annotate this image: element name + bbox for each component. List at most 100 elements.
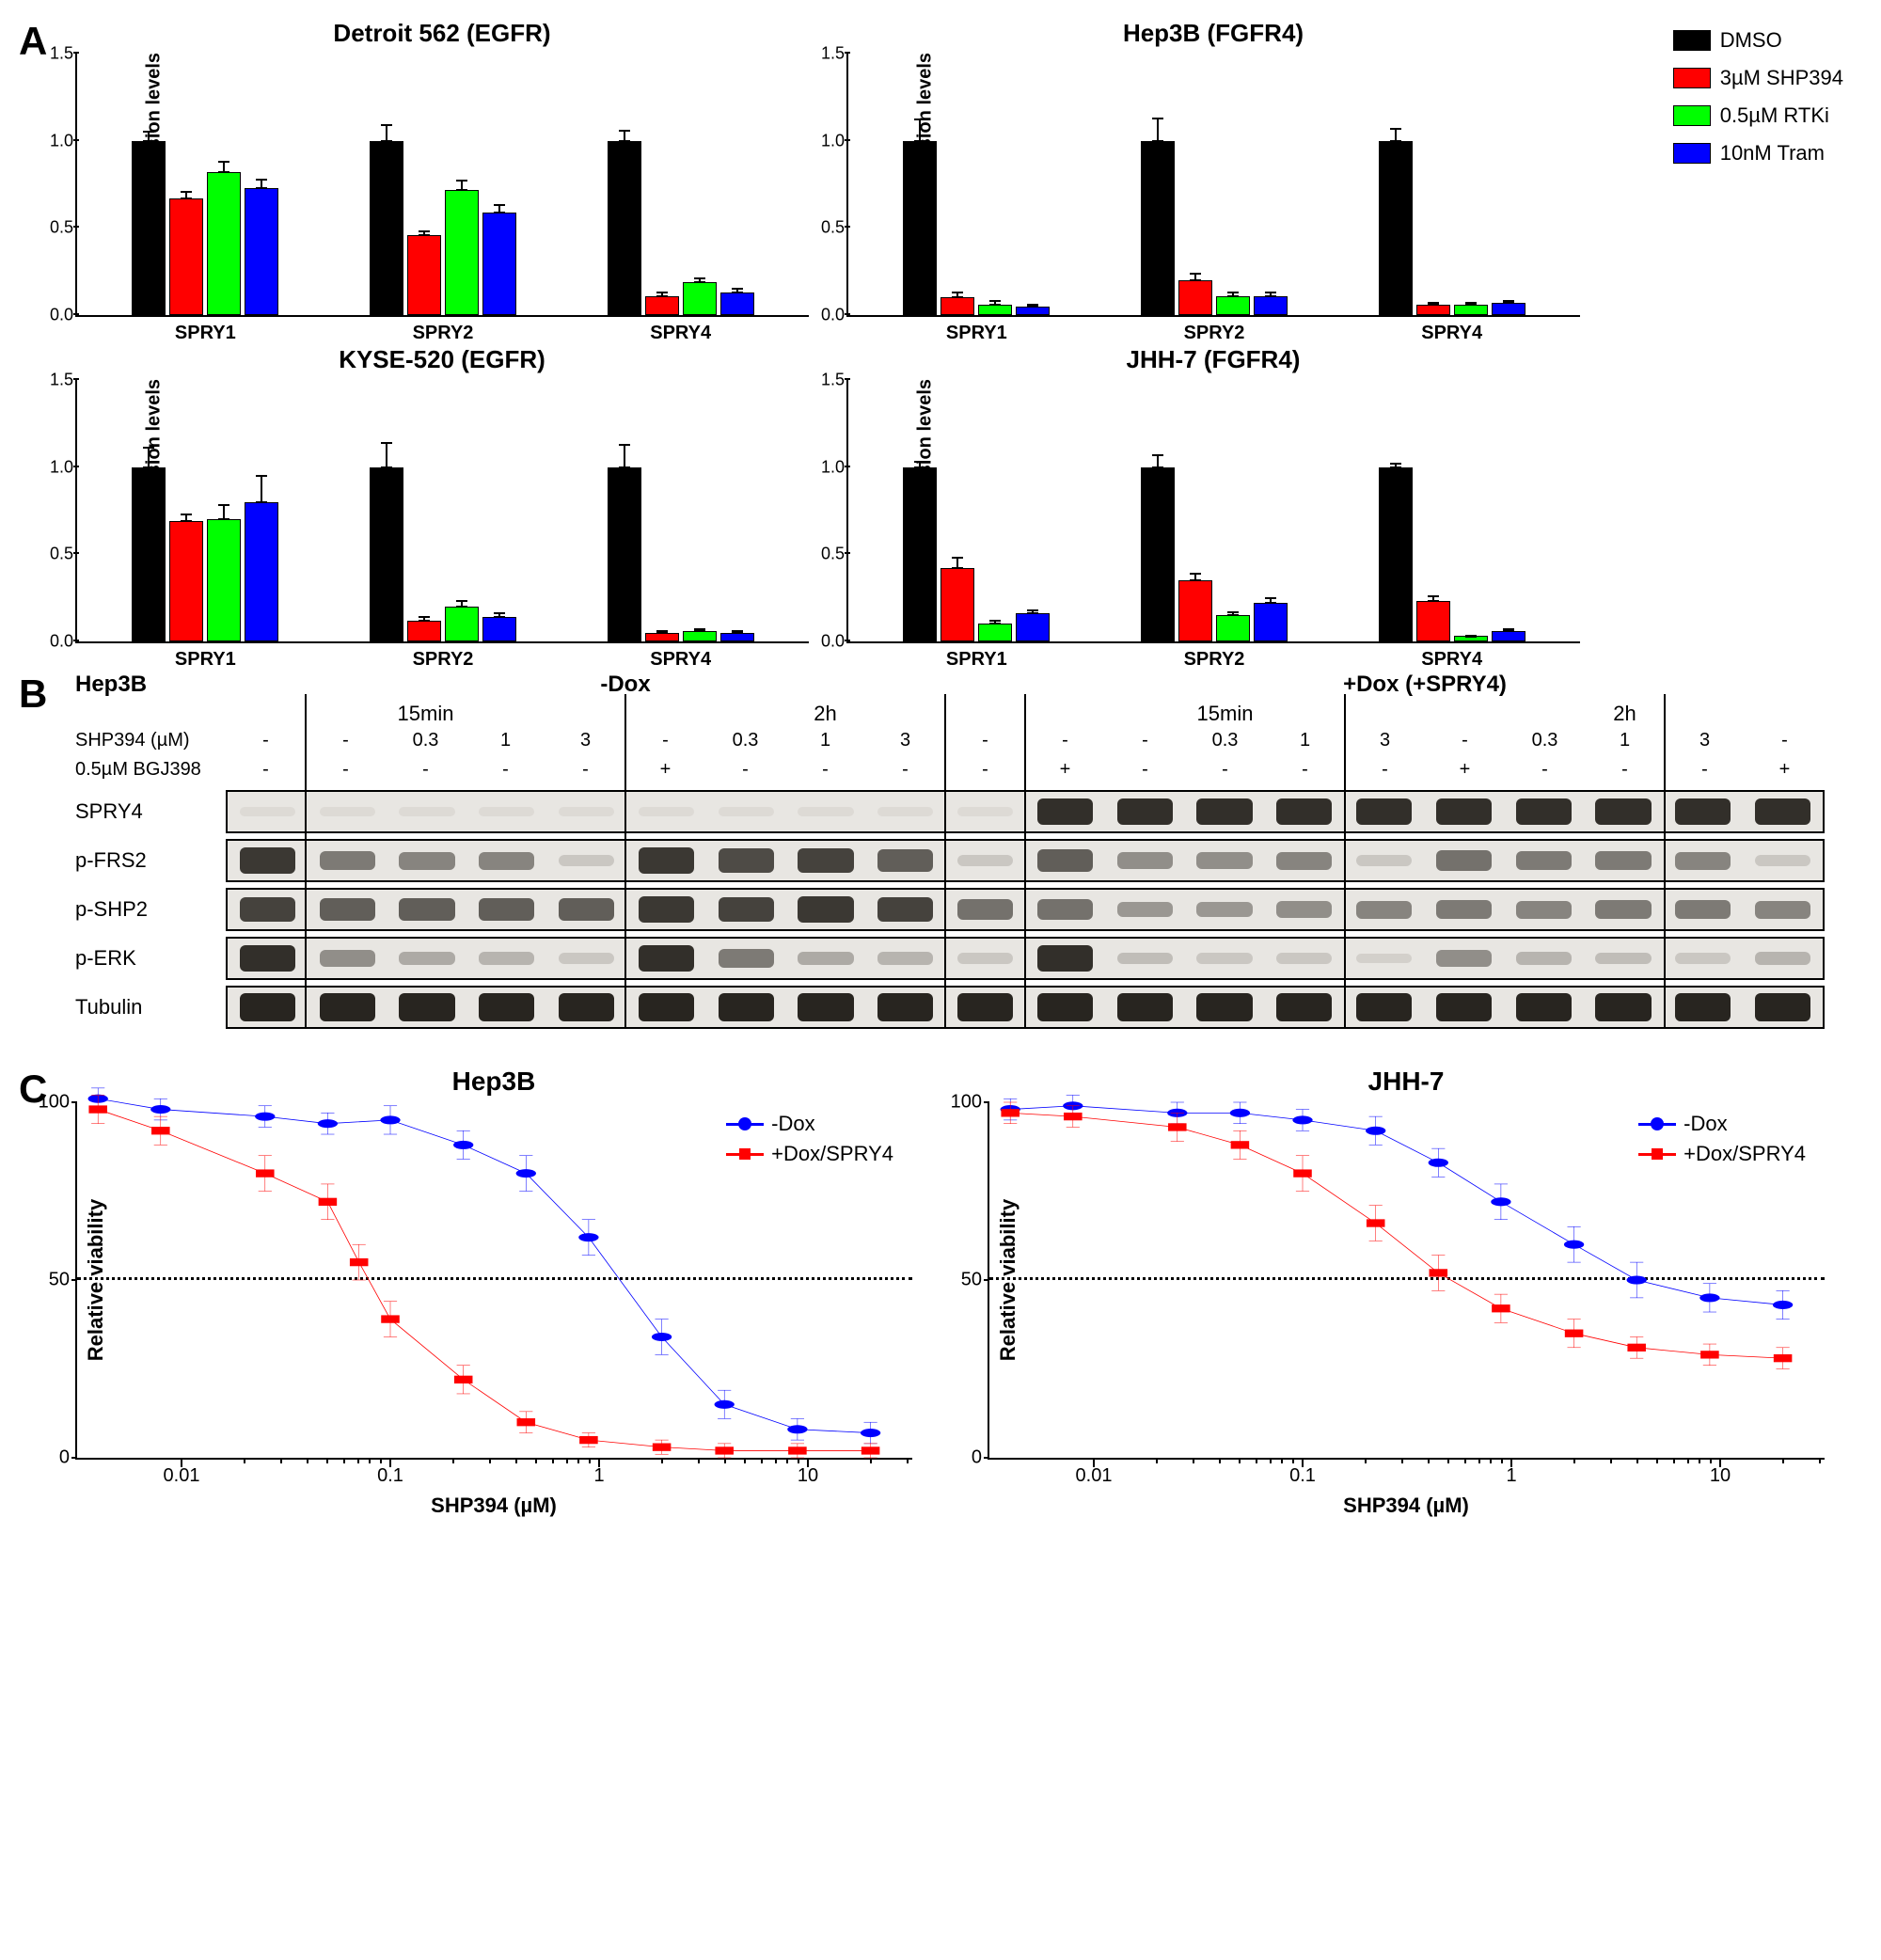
blot-band xyxy=(1037,849,1093,871)
blot-band xyxy=(399,952,454,966)
blot-row: p-ERK xyxy=(75,937,1825,980)
blot-band xyxy=(320,993,375,1021)
y-tick: 1.5 xyxy=(36,371,73,390)
blot-band xyxy=(1276,953,1332,963)
x-tick: 0.1 xyxy=(1289,1465,1316,1487)
bar xyxy=(683,631,717,641)
bar xyxy=(978,624,1012,641)
blot-band xyxy=(1755,798,1810,826)
blot-band xyxy=(877,897,933,923)
bar xyxy=(169,521,203,641)
x-tick: 10 xyxy=(798,1465,818,1487)
blot-band xyxy=(1675,953,1731,963)
lane-value: 1 xyxy=(1585,730,1665,751)
blot-band xyxy=(1595,900,1651,919)
lane-value: - xyxy=(1665,759,1745,781)
blot-band xyxy=(320,851,375,870)
bar xyxy=(1492,303,1525,315)
y-tick: 0.5 xyxy=(36,218,73,238)
separator-line xyxy=(944,694,946,1029)
blot-band xyxy=(1196,953,1252,963)
y-tick: 0.5 xyxy=(807,545,845,564)
bar xyxy=(1141,467,1175,641)
x-axis-label: SHP394 (µM) xyxy=(988,1494,1825,1518)
lane-value: 0.3 xyxy=(386,730,466,751)
blot-band xyxy=(1675,900,1731,919)
bar xyxy=(720,633,754,641)
y-tick: 1.5 xyxy=(807,44,845,64)
blot-band xyxy=(1436,850,1492,870)
data-point xyxy=(1367,1219,1385,1226)
bar-group-label: SPRY2 xyxy=(1184,649,1245,671)
lane-value: - xyxy=(1345,759,1425,781)
blot-band xyxy=(1276,901,1332,918)
x-tick: 0.01 xyxy=(164,1465,200,1487)
lane-value: - xyxy=(1265,759,1345,781)
panel-c: C Hep3BRelative viability0501000.010.111… xyxy=(19,1067,1862,1518)
protein-label: p-FRS2 xyxy=(75,848,226,873)
bar-chart: Hep3B (FGFR4)Normalized expression level… xyxy=(846,19,1580,317)
blot-band xyxy=(719,993,774,1021)
y-tick: 0 xyxy=(59,1447,70,1469)
blot-band xyxy=(399,807,454,815)
bar-group-label: SPRY2 xyxy=(413,649,474,671)
bar xyxy=(1016,613,1050,641)
time-label: 2h xyxy=(625,702,1025,726)
lane-value: - xyxy=(1105,759,1185,781)
protein-label: p-SHP2 xyxy=(75,897,226,922)
bar-group-label: SPRY4 xyxy=(1421,649,1482,671)
lane-value: - xyxy=(1585,759,1665,781)
bar xyxy=(1454,305,1488,315)
bar xyxy=(1492,631,1525,641)
blot-band xyxy=(1755,993,1810,1021)
bar-chart: Detroit 562 (EGFR)Normalized expression … xyxy=(75,19,809,317)
panel-b: B Hep3B-Dox+Dox (+SPRY4)15min2h15min2hSH… xyxy=(19,672,1862,1029)
data-point xyxy=(1430,1269,1448,1276)
blot-band xyxy=(559,993,614,1021)
blot-band xyxy=(877,993,933,1021)
legend-swatch xyxy=(1673,143,1711,164)
bar-group: SPRY1 xyxy=(858,54,1096,315)
lane-value: - xyxy=(306,759,386,781)
lane-value: - xyxy=(1105,730,1185,751)
bar xyxy=(683,282,717,315)
legend-swatch xyxy=(1673,105,1711,126)
bar-group-label: SPRY2 xyxy=(1184,323,1245,344)
legend: DMSO3µM SHP3940.5µM RTKi10nM Tram xyxy=(1673,28,1843,179)
condition-label: +Dox (+SPRY4) xyxy=(1025,672,1825,698)
bar-group-label: SPRY1 xyxy=(175,649,236,671)
x-tick: 1 xyxy=(593,1465,604,1487)
blot-band xyxy=(877,849,933,871)
lane-value: - xyxy=(1425,730,1505,751)
blot-band xyxy=(957,899,1013,919)
y-tick: 0.5 xyxy=(807,218,845,238)
blot-band xyxy=(1276,993,1332,1021)
bar-group: SPRY2 xyxy=(1096,54,1334,315)
separator-line xyxy=(305,694,307,1029)
legend-label: +Dox/SPRY4 xyxy=(1683,1142,1806,1166)
bar xyxy=(207,172,241,315)
blot-band xyxy=(1117,798,1173,826)
data-point xyxy=(380,1115,400,1124)
bar xyxy=(1016,307,1050,315)
time-label: 15min xyxy=(226,702,625,726)
lane-value: + xyxy=(625,759,705,781)
blot-band xyxy=(639,945,694,972)
bar xyxy=(407,621,441,641)
bar xyxy=(1379,141,1413,315)
blot-band xyxy=(1436,798,1492,826)
blot-band xyxy=(1436,950,1492,967)
legend-label: DMSO xyxy=(1720,28,1782,53)
legend-label: -Dox xyxy=(1683,1112,1727,1136)
blot-band xyxy=(1516,901,1572,919)
data-point xyxy=(453,1141,473,1149)
bar-group-label: SPRY1 xyxy=(946,649,1007,671)
lane-value: - xyxy=(545,759,625,781)
blot-band xyxy=(1595,953,1651,964)
x-tick: 1 xyxy=(1506,1465,1516,1487)
bar-group: SPRY1 xyxy=(87,380,324,641)
data-point xyxy=(454,1376,473,1383)
bar xyxy=(482,213,516,315)
blot-band xyxy=(240,847,295,874)
y-tick: 1.0 xyxy=(807,457,845,477)
